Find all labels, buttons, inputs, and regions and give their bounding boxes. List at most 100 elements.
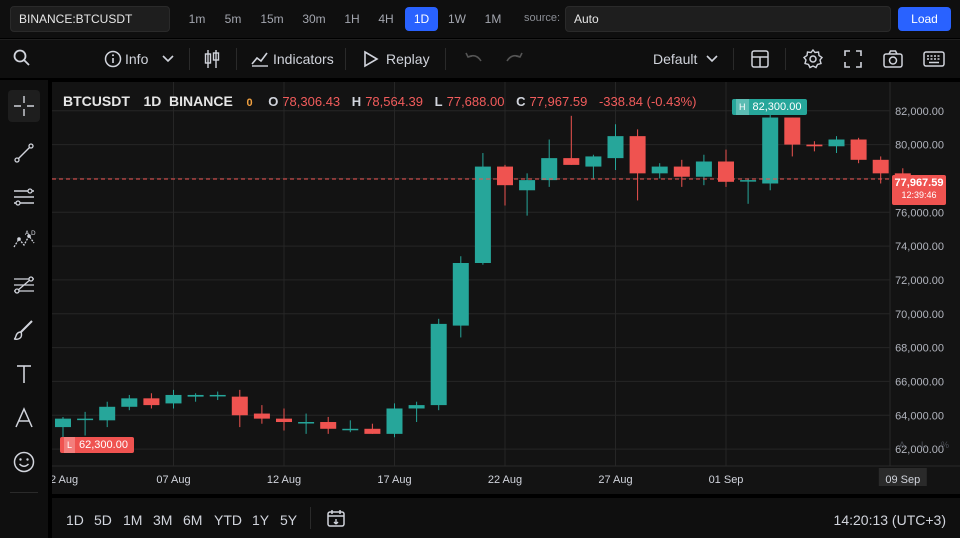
x-tick-label: 2 Aug	[52, 474, 78, 486]
ohlc-legend: BTCUSDT 1D BINANCE 0 O 78,306.43 H 78,564.…	[63, 93, 701, 109]
candle-body	[99, 406, 116, 421]
symbol-input[interactable]: BINANCE:BTCUSDT	[10, 6, 170, 32]
tool-text[interactable]	[8, 358, 40, 390]
legend-open: 78,306.43	[282, 94, 341, 109]
x-tick-highlight	[878, 468, 927, 486]
range-5y[interactable]: 5Y	[280, 512, 298, 528]
timeframe-1w[interactable]: 1W	[448, 12, 466, 26]
x-tick-label: 09 Sep	[885, 474, 920, 486]
candle	[386, 403, 403, 438]
y-tick-label: 74,000.00	[895, 241, 944, 253]
range-1y[interactable]: 1Y	[252, 512, 270, 528]
candle	[762, 105, 779, 191]
candle	[828, 136, 845, 154]
candle-body	[695, 161, 712, 177]
calendar-icon[interactable]	[326, 508, 346, 528]
emoji-icon	[13, 451, 35, 473]
legend-change: -338.84 (-0.43%)	[598, 94, 697, 109]
chart-pane[interactable]: 62,000.00 64,000.00 66,000.00 68,000.00 70,0…	[52, 82, 960, 494]
chevron-down-icon[interactable]	[161, 53, 175, 65]
gear-icon[interactable]	[802, 48, 824, 70]
candle-body	[452, 263, 469, 326]
range-5d[interactable]: 5D	[94, 512, 112, 528]
candle	[408, 401, 425, 423]
y-tick-label: 72,000.00	[895, 275, 944, 287]
load-button[interactable]: Load	[898, 7, 951, 31]
tool-forecast[interactable]	[8, 269, 40, 301]
keyboard-icon[interactable]	[923, 50, 945, 68]
toolbar-divider	[189, 48, 190, 70]
scale-auto-button[interactable]: A	[899, 440, 906, 450]
fullscreen-icon[interactable]	[843, 49, 863, 69]
range-6m[interactable]: 6M	[183, 512, 203, 528]
tool-trend-line[interactable]	[8, 137, 40, 169]
low-marker-tag: L	[64, 437, 76, 453]
candle-body	[872, 159, 889, 174]
replay-label[interactable]: Replay	[386, 51, 430, 67]
candle-body	[320, 422, 337, 429]
candle-body	[298, 422, 315, 424]
tool-font[interactable]	[8, 402, 40, 434]
range-ytd[interactable]: YTD	[214, 512, 242, 528]
chart-toolbar: Info Indicators Replay Default	[0, 39, 960, 78]
scale-log-button[interactable]: L	[921, 440, 927, 450]
candle	[585, 154, 602, 179]
info-label[interactable]: Info	[125, 51, 149, 67]
indicators-icon[interactable]	[250, 50, 270, 68]
camera-icon[interactable]	[882, 49, 904, 69]
x-tick-label: 01 Sep	[709, 474, 744, 486]
y-tick-label: 76,000.00	[895, 207, 944, 219]
timeframe-4h[interactable]: 4H	[378, 12, 394, 26]
layout-label[interactable]: Default	[653, 51, 698, 67]
search-icon[interactable]	[12, 48, 32, 68]
candle	[784, 117, 801, 157]
y-tick-label: 68,000.00	[895, 343, 944, 355]
timeframe-1h[interactable]: 1H	[344, 12, 360, 26]
candles-icon[interactable]	[202, 48, 222, 70]
layout-icon[interactable]	[750, 49, 770, 69]
candle-body	[585, 156, 602, 167]
replay-icon[interactable]	[362, 50, 380, 68]
candle-body	[718, 161, 734, 182]
timeframe-1mo[interactable]: 1M	[484, 12, 502, 26]
tool-crosshair[interactable]	[8, 90, 40, 122]
timeframe-30m[interactable]: 30m	[302, 12, 326, 26]
high-marker-tag: H	[736, 99, 749, 115]
undo-icon[interactable]	[464, 51, 484, 67]
price-chart[interactable]: 62,000.00 64,000.00 66,000.00 68,000.00 70,0…	[52, 82, 960, 494]
source-input[interactable]: Auto	[565, 6, 891, 32]
legend-high: 78,564.39	[365, 94, 424, 109]
candle-body	[673, 166, 690, 177]
info-icon[interactable]	[104, 50, 122, 68]
timeframe-15m[interactable]: 15m	[260, 12, 284, 26]
y-tick-label: 64,000.00	[895, 410, 944, 422]
scale-percent-button[interactable]: %	[941, 440, 950, 450]
candle-body	[784, 117, 801, 145]
tool-brush[interactable]	[8, 314, 40, 346]
redo-icon[interactable]	[504, 51, 524, 67]
x-tick-label: 17 Aug	[377, 474, 411, 486]
clock: 14:20:13 (UTC+3)	[833, 512, 946, 528]
tool-fib[interactable]	[8, 181, 40, 213]
indicators-label[interactable]: Indicators	[273, 51, 334, 67]
candle-body	[386, 408, 403, 434]
chevron-down-icon[interactable]	[705, 53, 719, 65]
range-3m[interactable]: 3M	[153, 512, 173, 528]
y-tick-label: 82,000.00	[895, 106, 944, 118]
candle	[77, 411, 94, 436]
candle	[651, 163, 668, 179]
candle-body	[231, 396, 248, 416]
range-1d[interactable]: 1D	[66, 512, 84, 528]
timeframe-1d[interactable]: 1D	[405, 7, 438, 31]
range-1m[interactable]: 1M	[123, 512, 143, 528]
text-icon	[17, 365, 31, 383]
candle	[276, 408, 292, 431]
candle	[187, 393, 204, 402]
timeframe-5m[interactable]: 5m	[224, 12, 242, 26]
timeframe-1m[interactable]: 1m	[188, 12, 206, 26]
crosshair-icon	[14, 96, 34, 116]
svg-text:A: A	[25, 230, 30, 237]
low-marker: L 62,300.00	[60, 437, 134, 453]
tool-emoji[interactable]	[8, 446, 40, 478]
